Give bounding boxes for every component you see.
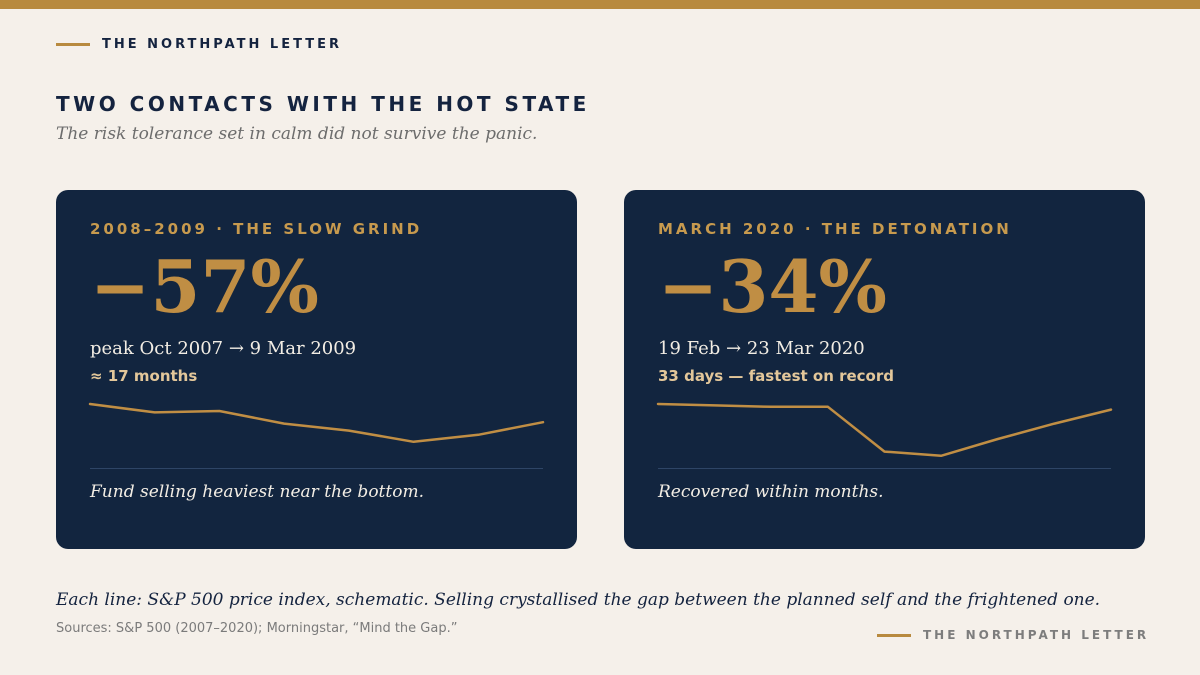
card-2020: MARCH 2020 · THE DETONATION −34% 19 Feb … xyxy=(624,190,1145,549)
sparkline-2008 xyxy=(88,402,545,444)
page-subtitle: The risk tolerance set in calm did not s… xyxy=(56,124,538,144)
page-title: TWO CONTACTS WITH THE HOT STATE xyxy=(56,92,590,116)
date-range: 19 Feb → 23 Mar 2020 xyxy=(658,338,865,359)
card-note: Fund selling heaviest near the bottom. xyxy=(90,482,424,502)
brand-name: THE NORTHPATH LETTER xyxy=(102,37,343,52)
sparkline-2020 xyxy=(656,402,1113,458)
brand-rule xyxy=(877,633,911,637)
brand-header: THE NORTHPATH LETTER xyxy=(56,37,342,52)
brand-name-footer: THE NORTHPATH LETTER xyxy=(923,628,1150,642)
duration: ≈ 17 months xyxy=(90,367,198,385)
brand-rule xyxy=(56,43,90,46)
date-range: peak Oct 2007 → 9 Mar 2009 xyxy=(90,338,357,359)
card-eyebrow: 2008–2009 · THE SLOW GRIND xyxy=(90,220,423,238)
sparkline-path xyxy=(88,402,545,444)
drawdown-value: −34% xyxy=(658,244,887,329)
brand-footer: THE NORTHPATH LETTER xyxy=(877,628,1149,642)
footnote: Each line: S&P 500 price index, schemati… xyxy=(56,590,1101,610)
top-accent-bar xyxy=(0,0,1200,9)
sparkline-path xyxy=(656,402,1113,458)
card-2008: 2008–2009 · THE SLOW GRIND −57% peak Oct… xyxy=(56,190,577,549)
drawdown-value: −57% xyxy=(90,244,319,329)
chart-baseline xyxy=(90,468,543,469)
card-eyebrow: MARCH 2020 · THE DETONATION xyxy=(658,220,1012,238)
duration: 33 days — fastest on record xyxy=(658,367,894,385)
sources: Sources: S&P 500 (2007–2020); Morningsta… xyxy=(56,621,458,636)
card-note: Recovered within months. xyxy=(658,482,884,502)
chart-baseline xyxy=(658,468,1111,469)
